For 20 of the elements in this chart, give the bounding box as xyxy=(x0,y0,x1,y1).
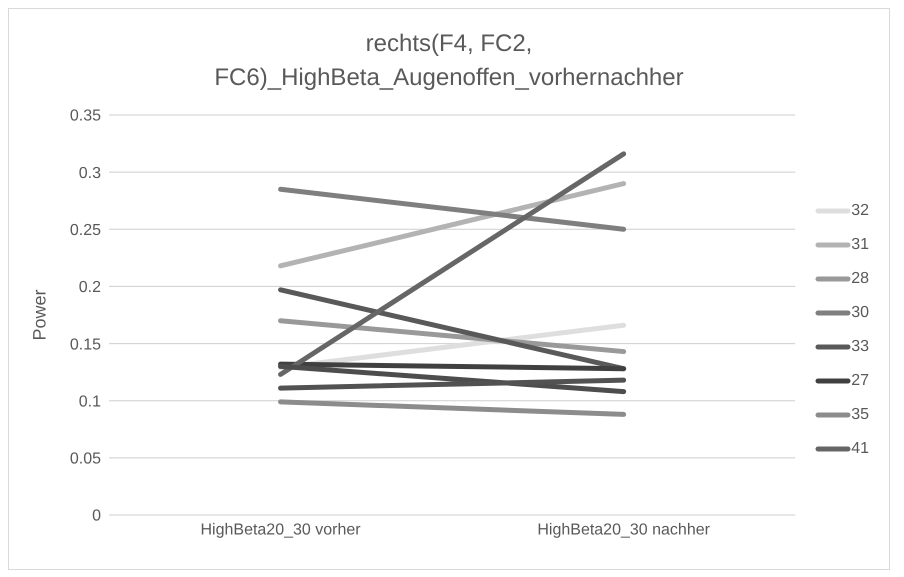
legend-label: 31 xyxy=(851,236,869,254)
legend-label: 32 xyxy=(851,202,869,220)
y-axis-title: Power xyxy=(29,289,50,341)
x-tick-label: HighBeta20_30 nachher xyxy=(537,521,711,538)
x-tick-label: HighBeta20_30 vorher xyxy=(200,521,362,538)
y-tick-label: 0.3 xyxy=(78,164,102,182)
y-tick-label: 0.05 xyxy=(70,450,102,468)
legend-label: 35 xyxy=(851,406,869,424)
legend-label: 41 xyxy=(851,440,869,458)
y-tick-label: 0.1 xyxy=(78,393,102,410)
legend-label: 33 xyxy=(851,338,869,356)
y-tick-label: 0.15 xyxy=(70,336,102,354)
y-tick-label: 0.35 xyxy=(70,108,102,125)
y-tick-label: 0.2 xyxy=(78,279,102,296)
chart-title: rechts(F4, FC2, FC6)_HighBeta_Augenoffen_vorhernachher xyxy=(213,29,685,93)
legend-label: 27 xyxy=(851,372,869,390)
y-tick-label: 0.25 xyxy=(70,222,102,239)
legend-label: 28 xyxy=(851,270,869,288)
legend-label: 30 xyxy=(851,304,869,322)
y-tick-label: 0 xyxy=(92,508,102,525)
